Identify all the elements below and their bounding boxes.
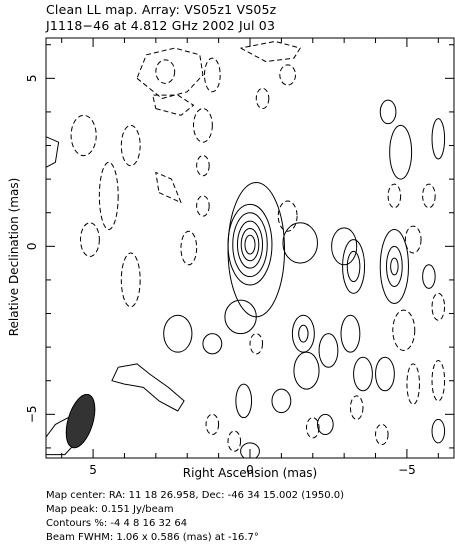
positive-contour-6 bbox=[282, 222, 318, 264]
positive-contour-path-0 bbox=[111, 363, 185, 412]
positive-contour-24 bbox=[293, 351, 320, 390]
negative-contour-50 bbox=[305, 417, 320, 439]
positive-contour-13 bbox=[422, 264, 436, 289]
negative-contour-51 bbox=[375, 423, 389, 446]
x-axis-label: Right Ascension (mas) bbox=[182, 466, 318, 480]
negative-contour-39 bbox=[279, 64, 297, 86]
negative-contour-47 bbox=[422, 183, 436, 209]
negative-contour-37 bbox=[120, 252, 141, 308]
positive-contour-3 bbox=[236, 220, 264, 269]
negative-contour-40 bbox=[255, 87, 270, 110]
positive-contour-0 bbox=[227, 181, 286, 318]
positive-contour-7 bbox=[331, 227, 358, 266]
negative-contour-57 bbox=[205, 413, 220, 435]
negative-contour-49 bbox=[349, 395, 364, 420]
y-axis-label: Relative Declination (mas) bbox=[7, 177, 21, 337]
negative-contour-53 bbox=[431, 292, 446, 321]
negative-contour-path-2 bbox=[240, 40, 301, 62]
negative-contour-path-3 bbox=[155, 171, 182, 204]
positive-contour-8 bbox=[342, 239, 366, 294]
beam-layer bbox=[65, 393, 96, 449]
positive-contour-21 bbox=[298, 324, 309, 343]
positive-contour-27 bbox=[271, 388, 292, 414]
x-tick-label: −5 bbox=[398, 463, 416, 477]
negative-contour-54 bbox=[431, 360, 446, 402]
positive-contour-5 bbox=[244, 234, 256, 255]
axis-ticks bbox=[46, 38, 454, 458]
positive-contour-12 bbox=[390, 257, 399, 276]
positive-contour-20 bbox=[291, 314, 315, 353]
negative-contour-path-0 bbox=[136, 47, 204, 99]
positive-contour-2 bbox=[232, 212, 268, 278]
positive-contour-29 bbox=[316, 413, 334, 435]
beam-fwhm-info: Beam FWHM: 1.06 x 0.586 (mas) at -16.7° bbox=[46, 532, 259, 543]
negative-contour-44 bbox=[155, 59, 176, 84]
y-tick-label: −5 bbox=[25, 405, 39, 423]
negative-contour-35 bbox=[70, 114, 97, 157]
positive-contour-22 bbox=[318, 333, 339, 368]
positive-contour-23 bbox=[340, 314, 361, 353]
negative-contour-42 bbox=[196, 155, 210, 177]
negative-contour-path-1 bbox=[152, 94, 194, 116]
negative-contour-32 bbox=[180, 230, 198, 266]
beam-ellipse bbox=[65, 393, 96, 449]
map-center-info: Map center: RA: 11 18 26.958, Dec: -46 3… bbox=[46, 490, 345, 501]
y-tick-label: 0 bbox=[25, 242, 39, 250]
positive-contour-1 bbox=[227, 203, 273, 286]
x-tick-label: 0 bbox=[246, 463, 254, 477]
negative-contour-45 bbox=[277, 200, 298, 232]
positive-contour-14 bbox=[389, 124, 413, 180]
positive-contour-25 bbox=[353, 356, 373, 392]
positive-contour-path-1 bbox=[46, 136, 60, 168]
map-subtitle: J1118−46 at 4.812 GHz 2002 Jul 03 bbox=[46, 18, 276, 33]
negative-contour-46 bbox=[387, 183, 402, 209]
positive-contour-16 bbox=[431, 118, 446, 160]
positive-contour-15 bbox=[379, 99, 397, 125]
positive-contour-17 bbox=[224, 299, 257, 335]
positive-contour-9 bbox=[346, 250, 361, 283]
positive-contour-28 bbox=[235, 383, 253, 419]
negative-contour-56 bbox=[249, 333, 264, 355]
axis-tick-labels: 5 0 −5 5 0 −5 bbox=[25, 74, 416, 477]
positive-contour-10 bbox=[379, 229, 409, 304]
negative-contour-52 bbox=[406, 363, 420, 405]
y-tick-label: 5 bbox=[25, 74, 39, 82]
negative-contour-34 bbox=[98, 161, 119, 231]
negative-contour-43 bbox=[196, 195, 210, 217]
negative-contour-55 bbox=[392, 309, 416, 351]
contour-layer bbox=[46, 40, 446, 458]
negative-contour-36 bbox=[80, 222, 100, 257]
negative-contour-58 bbox=[227, 430, 242, 452]
plot-frame bbox=[45, 37, 455, 459]
negative-contour-33 bbox=[120, 124, 141, 167]
negative-contour-38 bbox=[203, 57, 221, 93]
negative-contour-48 bbox=[404, 225, 422, 254]
contour-levels-info: Contours %: -4 4 8 16 32 64 bbox=[46, 518, 188, 529]
map-peak-info: Map peak: 0.151 Jy/beam bbox=[46, 504, 174, 515]
positive-contour-19 bbox=[202, 333, 223, 355]
positive-contour-18 bbox=[163, 314, 193, 353]
positive-contour-26 bbox=[375, 356, 395, 392]
negative-contour-41 bbox=[193, 108, 213, 143]
positive-contour-31 bbox=[431, 418, 446, 444]
positive-contour-11 bbox=[386, 245, 403, 288]
map-title: Clean LL map. Array: VS05z1 VS05z bbox=[46, 2, 277, 17]
x-tick-label: 5 bbox=[89, 463, 97, 477]
positive-contour-4 bbox=[240, 228, 260, 262]
positive-contour-30 bbox=[240, 442, 260, 458]
